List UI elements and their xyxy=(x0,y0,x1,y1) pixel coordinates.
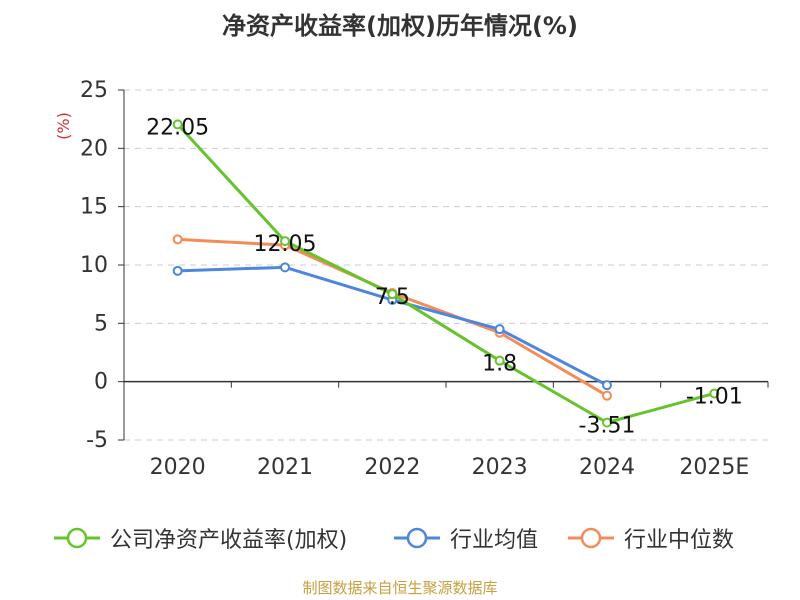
series-line-0 xyxy=(176,123,715,425)
data-point xyxy=(172,234,183,245)
data-point xyxy=(494,355,505,366)
data-point xyxy=(172,265,183,276)
legend-item[interactable]: 公司净资产收益率(加权) xyxy=(52,518,347,558)
y-tick-label: 25 xyxy=(80,78,108,103)
data-point xyxy=(172,119,183,130)
data-label: 1.8 xyxy=(482,352,517,377)
legend: 公司净资产收益率(加权) 行业均值 行业中位数 xyxy=(0,518,800,558)
data-point xyxy=(280,236,290,247)
legend-marker-circle xyxy=(580,527,602,549)
legend-marker-circle xyxy=(66,527,88,549)
chart-title: 净资产收益率(加权)历年情况(%) xyxy=(222,12,578,40)
x-tick-label: 2023 xyxy=(472,455,528,480)
data-labels: 22.05 12.05 7.5 1.8 -3.51 -1.01 xyxy=(146,115,743,438)
y-tick-label: 0 xyxy=(94,370,108,395)
data-label: -1.01 xyxy=(686,384,743,409)
x-tick-label: 2022 xyxy=(364,455,420,480)
legend-marker-icon xyxy=(54,527,100,549)
grid-lines xyxy=(124,89,768,441)
legend-marker-icon xyxy=(568,527,614,549)
y-axis-label: (%) xyxy=(54,112,73,140)
legend-item[interactable]: 行业均值 xyxy=(392,518,538,558)
data-point xyxy=(494,324,505,335)
source-note: 制图数据来自恒生聚源数据库 xyxy=(302,579,498,597)
data-label: 7.5 xyxy=(375,285,410,310)
data-point xyxy=(280,262,290,273)
y-tick-label: 15 xyxy=(80,195,108,220)
data-point xyxy=(709,388,720,399)
data-point xyxy=(602,417,612,428)
data-point xyxy=(602,380,612,391)
axes: -5 0 5 10 15 20 25 2020 2021 2022 2023 2024 2025E (%) xyxy=(54,78,769,480)
data-label: 12.05 xyxy=(254,232,317,257)
legend-label: 行业均值 xyxy=(450,528,539,553)
y-tick-label: 5 xyxy=(94,311,108,336)
series-line-2 xyxy=(177,237,608,397)
x-tick-label: 2021 xyxy=(257,455,313,480)
legend-label: 公司净资产收益率(加权) xyxy=(110,528,348,553)
x-tick-label: 2025E xyxy=(679,455,749,480)
data-point xyxy=(387,289,398,300)
data-label: -3.51 xyxy=(579,414,636,439)
y-tick-label: 10 xyxy=(80,253,108,278)
data-point xyxy=(602,390,612,401)
x-tick-label: 2020 xyxy=(150,455,206,480)
legend-item[interactable]: 行业中位数 xyxy=(566,518,734,558)
y-tick-label: 20 xyxy=(80,136,108,161)
legend-marker-icon xyxy=(394,527,440,549)
y-tick-label: -5 xyxy=(86,428,108,453)
x-tick-label: 2024 xyxy=(579,455,635,480)
legend-label: 行业中位数 xyxy=(624,528,735,553)
series-lines xyxy=(172,119,720,428)
legend-marker-circle xyxy=(406,527,428,549)
data-label: 22.05 xyxy=(146,115,209,140)
